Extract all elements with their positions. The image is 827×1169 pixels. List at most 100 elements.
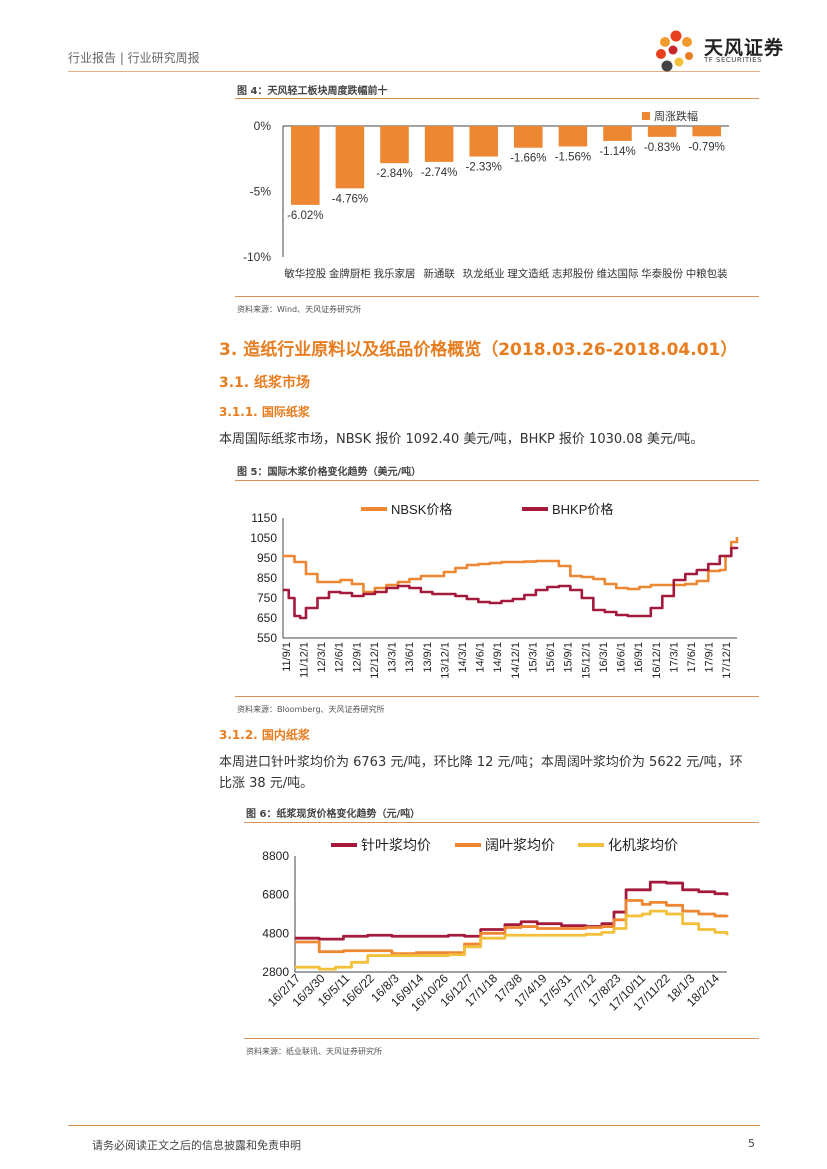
section-3-1-2-heading: 3.1.2. 国内纸浆 [219,728,310,742]
fig5-x-tick-label: 13/9/1 [422,642,434,673]
fig4-y-tick-label: -10% [243,250,271,264]
fig6-y-tick-label: 2800 [262,965,289,979]
fig5-x-tick-label: 15/9/1 [563,642,575,673]
fig6-y-tick-label: 6800 [262,888,289,902]
fig5-x-tick-label: 11/9/1 [281,642,293,672]
fig6-y-tick-label: 4800 [262,926,289,940]
fig4-value-label: -1.66% [510,153,546,165]
fig4-category-label: 玖龙纸业 [463,267,505,280]
fig5-legend-label: NBSK价格 [391,502,452,517]
fig4-category-label: 我乐家居 [374,267,416,280]
domestic-pulp-paragraph-line1: 本周进口针叶浆均价为 6763 元/吨，环比降 12 元/吨；本周阔叶浆均价为 … [219,755,743,770]
fig4-value-label: -2.33% [465,162,501,174]
fig4-category-label: 维达国际 [597,267,639,280]
fig5-legend-label: BHKP价格 [552,502,613,517]
footer-divider [68,1125,760,1126]
fig4-value-label: -0.79% [688,141,724,153]
fig4-legend-swatch [642,112,650,120]
fig4-value-label: -0.83% [644,142,680,154]
fig6-legend-label: 针叶浆均价 [361,837,431,853]
fig5-x-tick-label: 16/9/1 [633,642,645,673]
fig5-x-tick-label: 14/6/1 [475,642,487,673]
fig6-series-line [295,899,729,956]
fig5-x-tick-label: 15/3/1 [527,642,539,673]
fig5-x-tick-label: 14/9/1 [492,642,504,673]
fig4-bar [424,126,454,162]
fig6-y-tick-label: 8800 [262,849,289,863]
fig4-bar [647,126,677,137]
fig5-x-tick-label: 12/9/1 [351,642,363,673]
fig4-category-label: 中粮包装 [686,267,728,280]
domestic-pulp-paragraph-line2: 比涨 38 元/吨。 [219,776,314,791]
fig6-bottom-divider [244,1038,759,1039]
footer-disclaimer: 请务必阅读正文之后的信息披露和免责申明 [92,1139,301,1152]
fig5-x-tick-label: 13/12/1 [439,642,451,679]
fig5-y-tick-label: 550 [257,631,277,645]
fig6-series-line [295,880,729,941]
fig5-x-tick-label: 14/12/1 [510,642,522,679]
fig5-x-tick-label: 16/12/1 [651,642,663,679]
fig4-y-tick-label: -5% [250,185,272,199]
intl-pulp-paragraph: 本周国际纸浆市场，NBSK 报价 1092.40 美元/吨，BHKP 报价 10… [219,432,704,447]
fig5-y-tick-label: 650 [257,611,277,625]
fig4-category-label: 敏华控股 [284,267,326,280]
fig6-title-divider [244,822,759,823]
fig5-x-tick-label: 12/6/1 [334,642,346,673]
header-divider [68,71,760,72]
fig4-category-label: 理文造纸 [507,267,549,280]
fig6-series-line [295,909,729,971]
fig6-title: 图 6：纸浆现货价格变化趋势（元/吨） [246,809,421,820]
fig5-x-tick-label: 16/3/1 [598,642,610,673]
fig5-bottom-divider [235,696,759,697]
fig5-x-tick-label: 16/6/1 [616,642,628,673]
fig4-bottom-divider [235,296,759,297]
fig5-x-tick-label: 13/3/1 [387,642,399,673]
fig5-series-line [283,546,739,620]
fig5-x-tick-label: 17/6/1 [686,642,698,673]
fig5-x-tick-label: 17/3/1 [668,642,680,673]
fig4-bar [291,126,320,205]
fig5-title-divider [235,480,759,481]
section-3-heading: 3. 造纸行业原料以及纸品价格概览（2018.03.26-2018.04.01） [219,340,738,360]
fig4-bar [514,126,543,148]
fig4-bar [692,126,721,137]
fig4-legend-label: 周涨跌幅 [654,109,698,123]
fig5-y-tick-label: 850 [257,571,277,585]
logo-name: 天风证券 [704,37,785,59]
fig4-value-label: -4.76% [332,193,368,205]
fig5-series-line [283,537,739,594]
fig6-line-chart: 280048006800880016/2/1716/3/3016/5/1116/… [262,837,729,1014]
fig5-x-tick-label: 15/6/1 [545,642,557,673]
fig4-value-label: -2.84% [376,168,412,180]
fig5-line-chart: 550 650 750 850 950 1050 1150 11/9/1 11/12/1 12/3… [250,502,739,679]
fig4-category-label: 金牌厨柜 [329,267,371,280]
header-breadcrumb: 行业报告 | 行业研究周报 [68,51,200,65]
fig6-legend-label: 阔叶浆均价 [485,837,555,853]
fig4-y-tick-label: 0% [254,119,272,133]
fig5-y-tick-label: 1050 [250,531,277,545]
company-logo-icon [656,30,693,72]
fig5-y-tick-label: 750 [257,591,277,605]
page-number: 5 [748,1137,755,1150]
fig6-legend-label: 化机浆均价 [608,837,678,853]
fig4-value-label: -6.02% [287,210,323,222]
fig5-y-tick-label: 1150 [251,511,277,525]
fig4-category-label: 新通联 [423,267,455,280]
fig4-bar [335,126,365,189]
fig5-y-tick-label: 950 [257,551,277,565]
fig5-source: 资料来源：Bloomberg、天风证券研究所 [237,705,385,714]
fig4-title: 图 4：天风轻工板块周度跌幅前十 [237,86,388,97]
logo-subtitle: TF SECURITIES [704,56,763,64]
fig4-bar [380,126,409,164]
fig4-value-label: -1.14% [599,146,635,158]
fig5-x-tick-label: 17/9/1 [704,642,716,673]
fig5-x-tick-label: 11/12/1 [298,642,310,678]
fig4-title-divider [235,98,759,99]
fig4-bar [603,126,632,141]
section-3-1-1-heading: 3.1.1. 国际纸浆 [219,405,310,419]
fig4-value-label: -2.74% [421,167,457,179]
fig4-value-label: -1.56% [555,151,591,163]
fig5-x-tick-label: 12/3/1 [316,642,328,673]
fig5-x-tick-label: 13/6/1 [404,642,416,673]
fig5-title: 图 5：国际木浆价格变化趋势（美元/吨） [237,467,422,478]
